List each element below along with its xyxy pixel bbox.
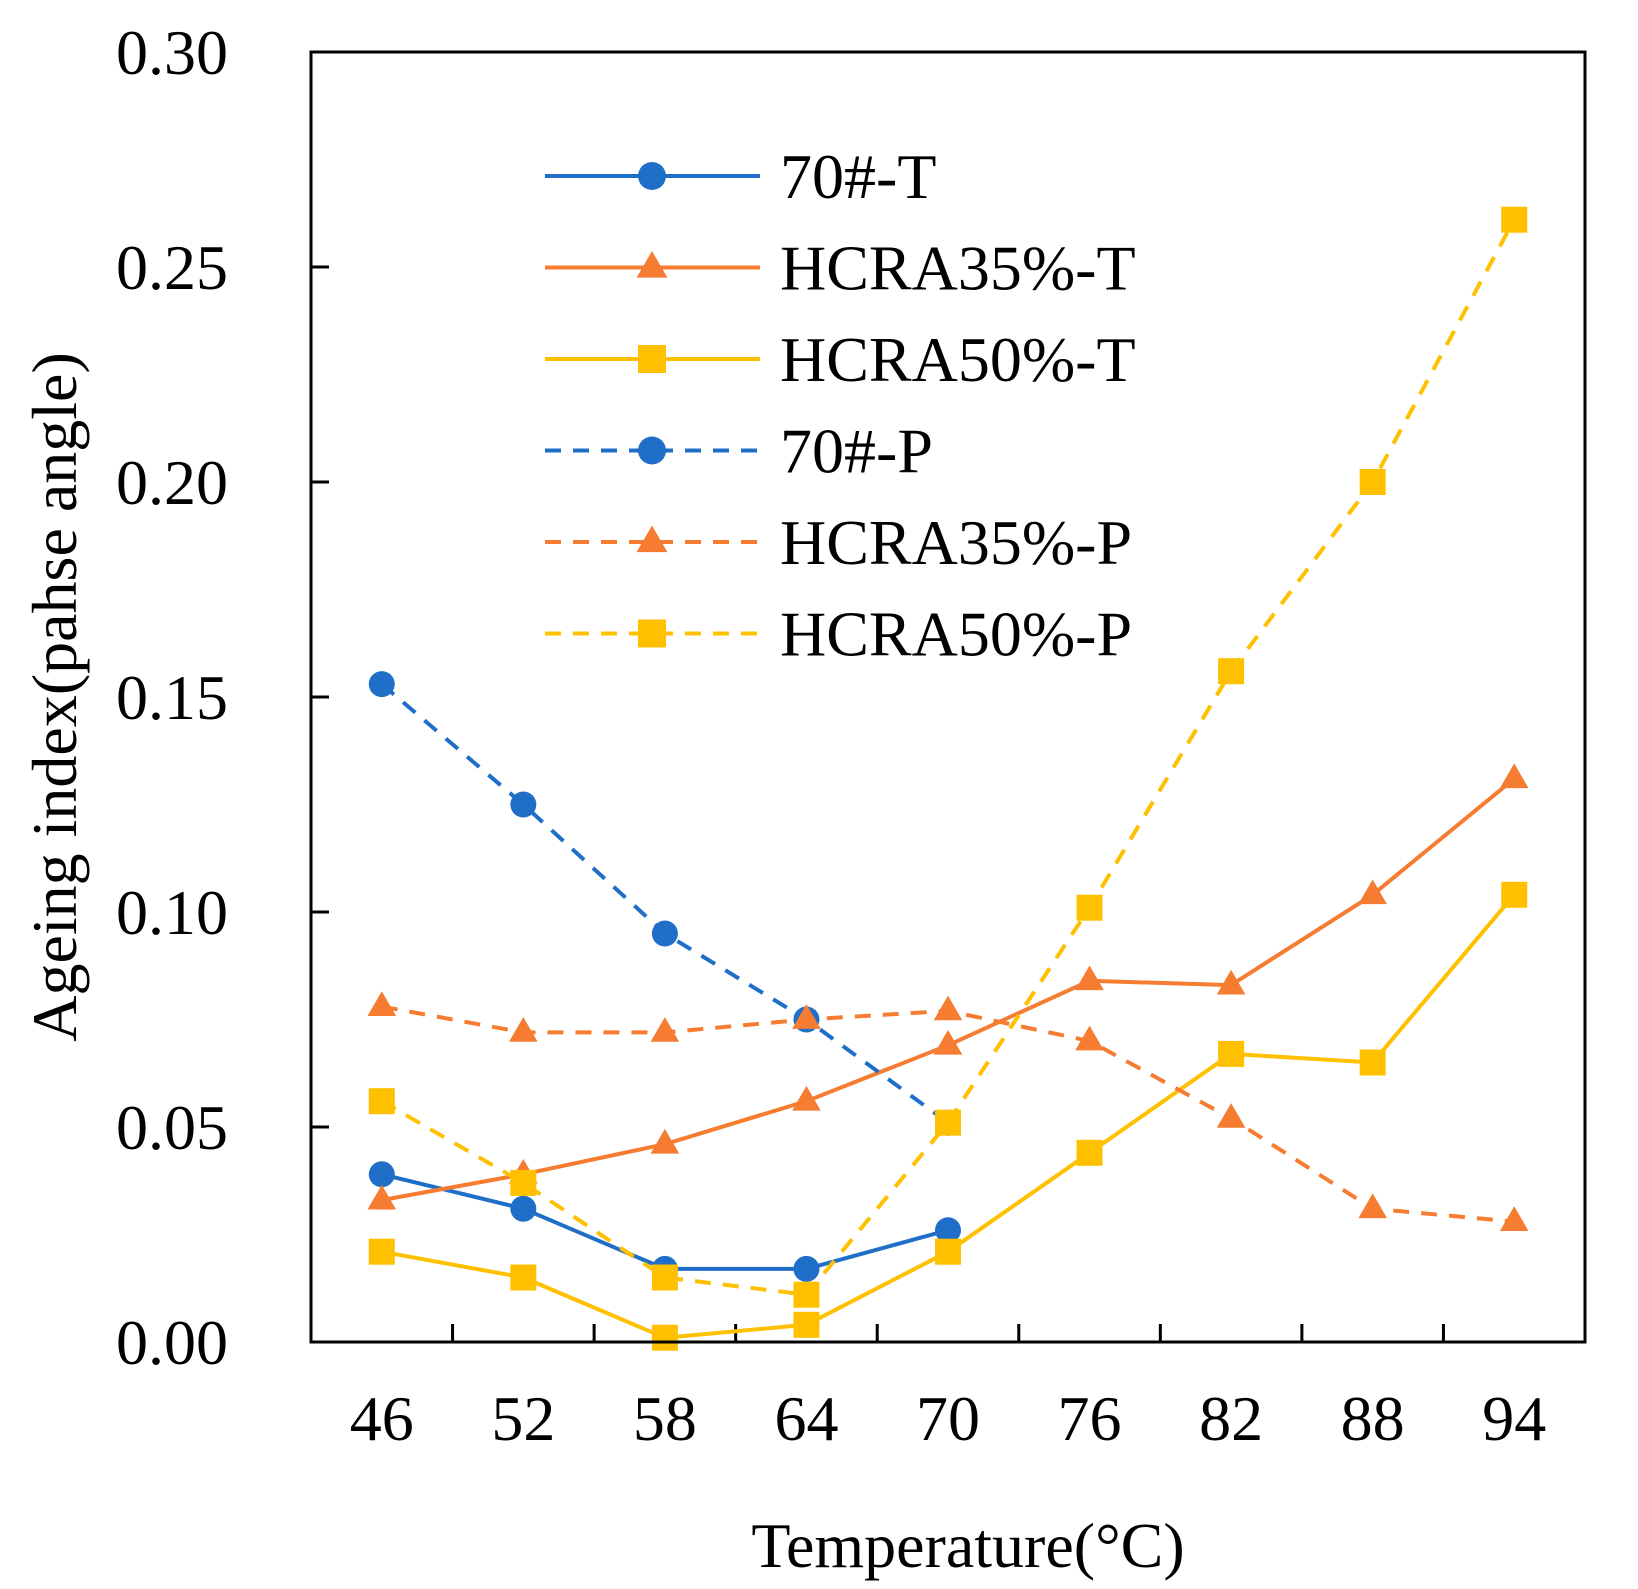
y-tick-label: 0.15 xyxy=(116,662,228,733)
data-point xyxy=(510,1169,537,1196)
y-tick-label: 0.05 xyxy=(116,1092,228,1163)
legend-marker xyxy=(636,251,668,278)
plot-area-frame xyxy=(309,50,1587,1344)
data-point xyxy=(510,791,537,818)
x-tick-label: 76 xyxy=(1058,1383,1122,1454)
legend-item: 70#-T xyxy=(545,141,936,212)
y-tick-label: 0.20 xyxy=(116,447,228,518)
data-point xyxy=(650,1017,680,1042)
data-point xyxy=(793,1281,820,1308)
legend: 70#-T HCRA35%-T HCRA50%-T 70#-P HCRA35%-P HCR… xyxy=(545,141,1136,670)
y-tick-label: 0.30 xyxy=(116,17,228,88)
data-point xyxy=(1499,1206,1529,1231)
x-tick-label: 58 xyxy=(633,1383,697,1454)
data-point xyxy=(1075,965,1104,991)
legend-item: HCRA50%-T xyxy=(545,324,1136,395)
legend-marker xyxy=(638,619,666,648)
legend-label: HCRA50%-T xyxy=(780,324,1136,395)
legend-label: HCRA35%-P xyxy=(780,507,1132,578)
series-HCRA50%-P xyxy=(368,206,1528,1308)
data-point xyxy=(1501,881,1528,908)
y-tick-label: 0.00 xyxy=(116,1307,228,1378)
tick-labels: 46 52 58 64 70 76 82 88 94 0.00 0.05 0.10 0.15 0.20 0.… xyxy=(116,17,1546,1454)
data-point xyxy=(793,1311,820,1338)
data-point xyxy=(793,1255,820,1282)
x-tick-label: 94 xyxy=(1482,1383,1546,1454)
legend-marker xyxy=(638,345,666,373)
y-tick-label: 0.25 xyxy=(116,232,228,303)
data-point xyxy=(367,1184,397,1210)
legend-label: HCRA50%-P xyxy=(780,599,1132,670)
series-HCRA35%-T xyxy=(367,763,1529,1210)
data-point xyxy=(1499,763,1529,789)
data-point xyxy=(1359,1049,1386,1076)
data-point xyxy=(1358,1193,1387,1219)
x-tick-label: 70 xyxy=(916,1383,980,1454)
data-point xyxy=(1216,969,1246,995)
data-point xyxy=(935,1217,961,1244)
data-point xyxy=(651,1264,678,1291)
data-point xyxy=(1076,894,1103,921)
y-axis-label: Ageing index(pahse angle) xyxy=(19,352,90,1042)
data-point xyxy=(509,1017,538,1042)
data-point xyxy=(792,1085,821,1111)
data-point xyxy=(368,1088,395,1115)
legend-item: HCRA35%-T xyxy=(545,233,1136,304)
data-point xyxy=(1218,658,1245,685)
series-line xyxy=(380,682,950,1125)
data-point xyxy=(650,1128,680,1154)
data-point xyxy=(1076,1139,1103,1166)
data-point xyxy=(933,995,963,1021)
data-point xyxy=(1359,469,1386,495)
data-point xyxy=(651,1324,678,1351)
axes-group xyxy=(311,50,1445,1344)
series-line xyxy=(381,1172,949,1271)
data-point xyxy=(1358,879,1387,905)
legend-marker xyxy=(638,162,666,190)
legend-marker xyxy=(636,525,668,553)
x-tick-label: 46 xyxy=(350,1383,414,1454)
data-point xyxy=(1216,1103,1246,1128)
y-tick-label: 0.10 xyxy=(116,877,228,948)
data-point xyxy=(935,1109,961,1136)
x-tick-label: 64 xyxy=(774,1383,838,1454)
x-axis-label: Temperature(°C) xyxy=(751,1510,1184,1581)
legend-item: HCRA50%-P xyxy=(545,599,1132,670)
data-point xyxy=(510,1195,537,1222)
legend-item: 70#-P xyxy=(545,416,933,487)
data-point xyxy=(367,991,397,1016)
data-point xyxy=(933,1029,963,1055)
series-HCRA35%-P xyxy=(367,991,1529,1231)
x-tick-label: 82 xyxy=(1199,1383,1263,1454)
data-point xyxy=(1501,206,1528,233)
data-point xyxy=(1075,1025,1104,1051)
data-point xyxy=(651,920,678,947)
data-point xyxy=(368,1161,395,1188)
legend-label: 70#-P xyxy=(780,416,933,487)
data-point xyxy=(792,1004,821,1029)
data-point xyxy=(368,1238,395,1265)
data-point xyxy=(935,1238,961,1265)
legend-label: HCRA35%-T xyxy=(780,233,1136,304)
series-HCRA50%-T xyxy=(368,881,1528,1351)
series-70#-P xyxy=(368,671,961,1136)
legend-item: HCRA35%-P xyxy=(545,507,1132,578)
data-point xyxy=(368,671,395,698)
series-group xyxy=(367,206,1529,1351)
x-tick-label: 52 xyxy=(491,1383,555,1454)
x-tick-label: 88 xyxy=(1341,1383,1405,1454)
data-point xyxy=(1218,1040,1245,1067)
legend-label: 70#-T xyxy=(780,141,936,212)
series-line xyxy=(381,777,1516,1203)
legend-marker xyxy=(638,436,666,465)
data-point xyxy=(510,1264,537,1291)
